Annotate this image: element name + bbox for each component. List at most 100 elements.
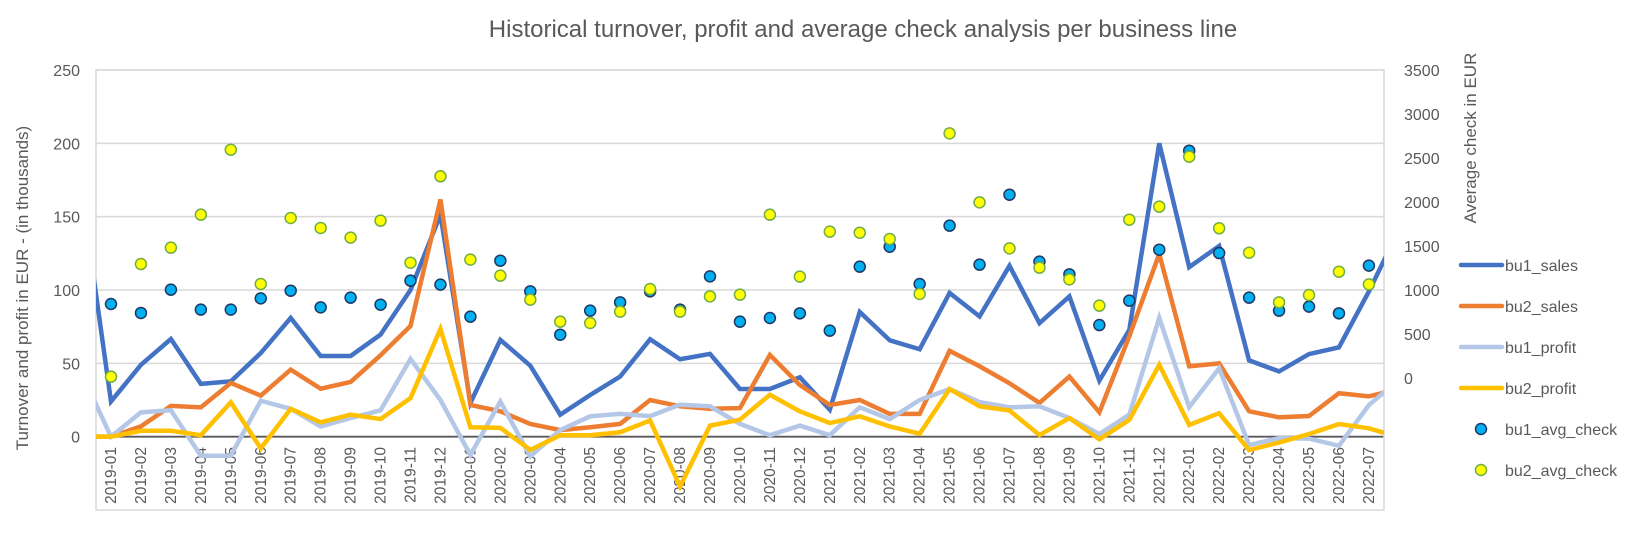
x-tick-label: 2019-03 [163, 447, 180, 504]
point-bu2-avg-check [823, 225, 837, 238]
x-tick-label: 2020-02 [492, 447, 509, 504]
point-bu2-avg-check [673, 305, 687, 318]
point-bu1-avg-check [763, 311, 777, 325]
point-bu2-avg-check [793, 270, 807, 283]
point-bu2-avg-check [524, 293, 537, 306]
x-tick-label: 2021-02 [852, 447, 869, 504]
point-bu1-avg-check [943, 219, 956, 232]
point-bu2-avg-check [404, 256, 417, 269]
point-bu2-avg-check [883, 232, 896, 246]
x-tick-label: 2019-09 [343, 447, 360, 504]
x-tick-label: 2020-05 [582, 447, 599, 504]
x-tick-label: 2020-12 [792, 447, 809, 504]
y-tick-label: 250 [53, 63, 80, 80]
legend: bu1_sales bu2_sales bu1_profit bu2_profitbu… [1458, 258, 1618, 480]
point-bu1-avg-check [1003, 188, 1016, 201]
point-bu1-avg-check [1153, 243, 1166, 256]
point-bu2-avg-check [254, 277, 267, 291]
y2-tick-label: 0 [1404, 371, 1413, 388]
point-bu2-avg-check [1212, 222, 1226, 235]
legend-marker [1474, 422, 1488, 436]
point-bu2-avg-check [1242, 246, 1256, 259]
x-tick-label: 2020-10 [732, 447, 749, 504]
legend-item-bu1-sales: bu1_sales [1458, 258, 1578, 275]
y-axis: 0 50 100 150 200 250 [53, 63, 80, 447]
x-tick-label: 2019-10 [373, 447, 390, 504]
series-line-bu2-sales [96, 198, 1384, 439]
x-tick-label: 2019-08 [313, 447, 330, 504]
point-bu2-avg-check [224, 143, 238, 156]
point-bu2-avg-check [1153, 200, 1166, 213]
y2-axis: 0 500 1000 1500 2000 2500 3000 3500 [1404, 63, 1440, 388]
x-tick-label: 2020-04 [552, 447, 569, 504]
y2-tick-label: 500 [1404, 327, 1431, 344]
x-tick-label: 2021-09 [1061, 447, 1078, 504]
x-tick-label: 2019-05 [223, 447, 240, 504]
point-bu1-avg-check [793, 307, 807, 320]
point-bu2-avg-check [703, 290, 717, 303]
x-tick-label: 2021-10 [1091, 447, 1108, 504]
point-bu1-avg-check [1093, 318, 1106, 332]
point-bu1-avg-check [823, 324, 837, 337]
series-line-bu1-sales [96, 142, 1384, 418]
point-bu2-avg-check [314, 221, 327, 235]
y2-tick-label: 1500 [1404, 239, 1440, 256]
x-tick-label: 2020-09 [702, 447, 719, 504]
series-layer [96, 127, 1384, 492]
point-bu1-avg-check [104, 297, 118, 311]
x-tick-label: 2022-07 [1361, 447, 1378, 504]
y2-tick-label: 3000 [1404, 107, 1440, 124]
x-tick-label: 2021-05 [942, 447, 959, 504]
x-tick-label: 2019-04 [193, 447, 210, 504]
y-tick-label: 200 [53, 136, 80, 153]
point-bu1-avg-check [1332, 307, 1346, 320]
point-bu2-avg-check [1003, 242, 1016, 255]
legend-item-bu1-profit: bu1_profit [1458, 340, 1577, 357]
point-bu2-avg-check [973, 196, 986, 209]
point-bu2-avg-check [1063, 273, 1076, 286]
gridlines [96, 69, 1384, 438]
x-tick-label: 2021-01 [822, 447, 839, 504]
point-bu2-avg-check [284, 211, 297, 225]
x-tick-label: 2021-07 [1002, 447, 1019, 504]
point-bu1-avg-check [314, 301, 327, 314]
point-bu1-avg-check [134, 306, 148, 320]
point-bu1-avg-check [1242, 291, 1256, 304]
point-bu2-avg-check [494, 269, 507, 282]
point-bu2-avg-check [344, 231, 357, 244]
x-tick-label: 2021-12 [1151, 447, 1168, 504]
point-bu2-avg-check [1362, 278, 1376, 291]
point-bu2-avg-check [1093, 299, 1106, 312]
point-bu2-avg-check [164, 241, 178, 254]
point-bu1-avg-check [853, 260, 866, 273]
x-tick-label: 2021-06 [972, 447, 989, 504]
x-tick-label: 2020-06 [612, 447, 629, 504]
y2-tick-label: 2000 [1404, 195, 1440, 212]
x-tick-label: 2022-03 [1241, 447, 1258, 504]
point-bu1-avg-check [1212, 246, 1226, 260]
point-bu1-avg-check [1302, 300, 1316, 313]
point-bu2-avg-check [194, 208, 208, 221]
point-bu2-avg-check [1182, 150, 1196, 163]
legend-label: bu2_sales [1505, 299, 1578, 316]
x-tick-label: 2022-01 [1181, 447, 1198, 504]
x-axis: 2019-01 2019-02 2019-03 2019-04 2019-05 2019-… [103, 447, 1378, 504]
point-bu2-avg-check [434, 170, 447, 183]
x-tick-label: 2019-01 [103, 447, 120, 504]
point-bu1-avg-check [404, 274, 417, 287]
point-bu1-avg-check [374, 298, 387, 311]
x-tick-label: 2019-11 [403, 447, 420, 503]
x-tick-label: 2019-02 [133, 447, 150, 504]
y2-tick-label: 3500 [1404, 63, 1440, 80]
point-bu1-avg-check [344, 291, 357, 304]
x-tick-label: 2020-03 [522, 447, 539, 504]
x-tick-label: 2022-06 [1331, 447, 1348, 504]
chart-title: Historical turnover, profit and average … [489, 16, 1237, 43]
point-bu1-avg-check [583, 304, 597, 317]
point-bu1-avg-check [733, 315, 747, 328]
point-bu1-avg-check [164, 283, 178, 296]
y-tick-label: 100 [53, 283, 80, 300]
point-bu2-avg-check [1332, 265, 1346, 278]
legend-label: bu2_profit [1505, 381, 1577, 398]
